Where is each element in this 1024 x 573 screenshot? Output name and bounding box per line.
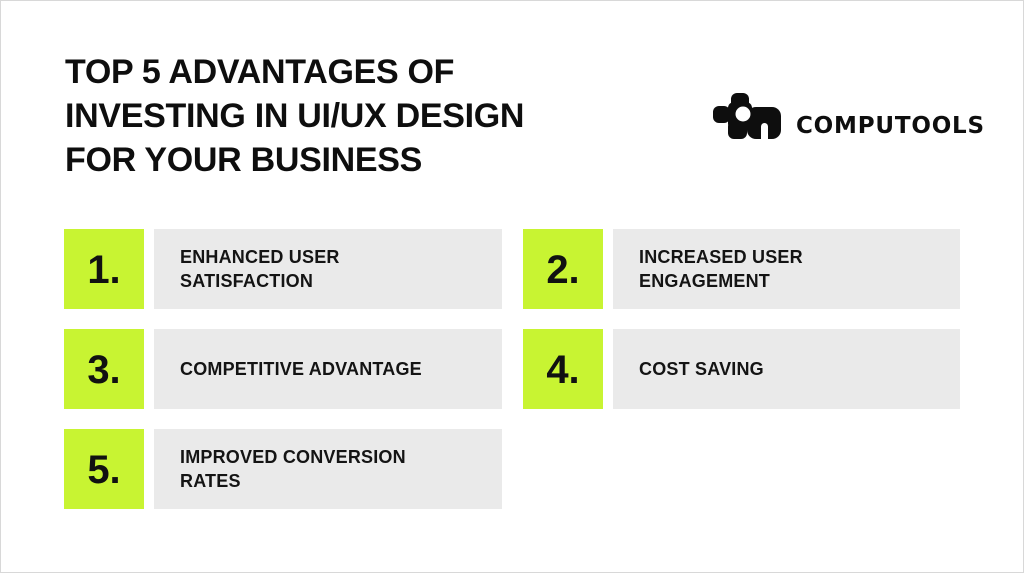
advantage-label-box: IMPROVED CONVERSION RATES	[154, 429, 502, 509]
advantage-label-box: INCREASED USER ENGAGEMENT	[613, 229, 960, 309]
computools-mark-icon	[713, 93, 781, 141]
advantage-label-line: ENHANCED USER	[180, 247, 340, 267]
advantage-item-1: 1. ENHANCED USER SATISFACTION	[64, 229, 502, 309]
advantage-label-line: RATES	[180, 471, 241, 491]
advantage-number-tile: 3.	[64, 329, 144, 409]
advantage-label-line: COMPETITIVE ADVANTAGE	[180, 359, 422, 379]
advantage-number-tile: 2.	[523, 229, 603, 309]
advantage-item-2: 2. INCREASED USER ENGAGEMENT	[523, 229, 960, 309]
advantage-label-box: COST SAVING	[613, 329, 960, 409]
advantage-number: 3.	[87, 347, 121, 392]
advantage-number-tile: 4.	[523, 329, 603, 409]
advantage-label-box: ENHANCED USER SATISFACTION	[154, 229, 502, 309]
advantage-label-line: INCREASED USER	[639, 247, 803, 267]
computools-logo: COMPUTOOLS	[713, 93, 985, 141]
computools-wordmark: COMPUTOOLS	[796, 113, 985, 139]
advantage-number-tile: 1.	[64, 229, 144, 309]
advantage-label-box: COMPETITIVE ADVANTAGE	[154, 329, 502, 409]
advantage-number: 1.	[87, 247, 121, 292]
advantage-label-line: ENGAGEMENT	[639, 271, 771, 291]
advantage-label-line: SATISFACTION	[180, 271, 314, 291]
advantage-number: 4.	[546, 347, 580, 392]
advantage-number-tile: 5.	[64, 429, 144, 509]
title-line-3: FOR YOUR BUSINESS	[65, 141, 422, 179]
title-line-1: TOP 5 ADVANTAGES OF	[65, 53, 455, 91]
advantage-number: 5.	[87, 447, 121, 492]
advantage-item-5: 5. IMPROVED CONVERSION RATES	[64, 429, 502, 509]
title-line-2: INVESTING IN UI/UX DESIGN	[65, 97, 525, 135]
advantage-item-3: 3. COMPETITIVE ADVANTAGE	[64, 329, 502, 409]
advantage-label-line: COST SAVING	[639, 359, 764, 379]
advantage-number: 2.	[546, 247, 580, 292]
page-title: TOP 5 ADVANTAGES OF INVESTING IN UI/UX D…	[65, 50, 524, 182]
advantage-label-line: IMPROVED CONVERSION	[180, 447, 406, 467]
advantage-item-4: 4. COST SAVING	[523, 329, 960, 409]
